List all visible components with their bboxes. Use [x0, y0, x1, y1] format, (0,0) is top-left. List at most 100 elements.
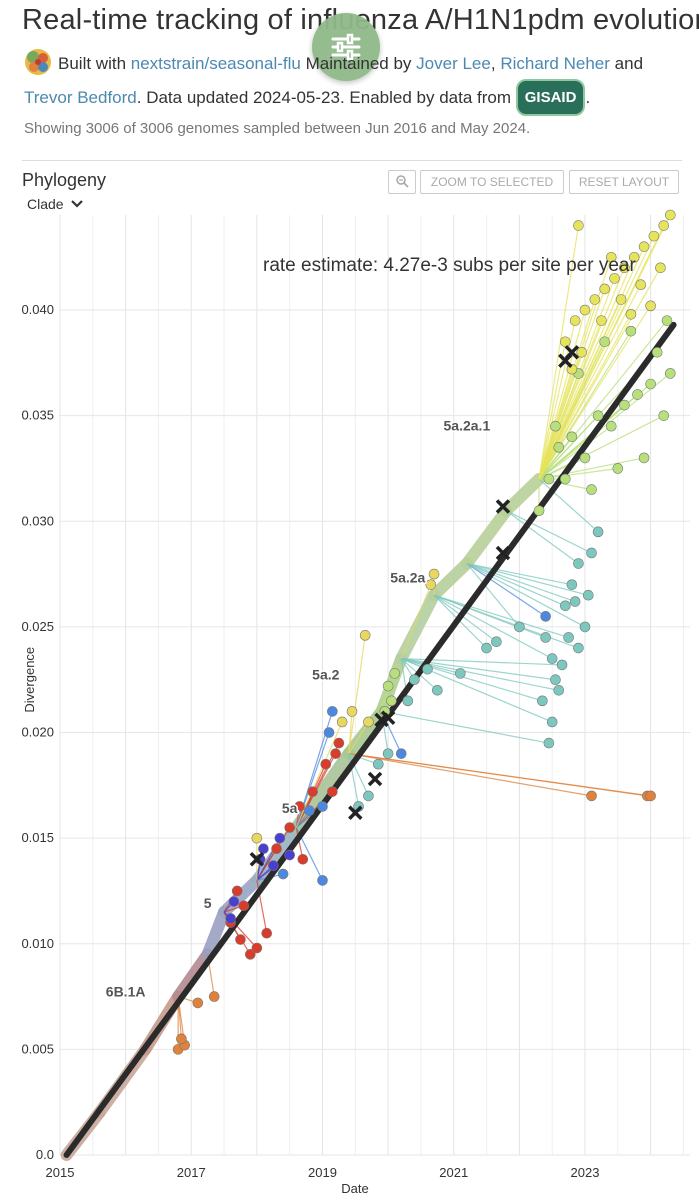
tip-point[interactable] [586, 790, 597, 802]
tip-point[interactable] [599, 283, 610, 295]
author-link-jover-lee[interactable]: Jover Lee [416, 54, 491, 73]
tip-point[interactable] [553, 684, 565, 696]
tip-point[interactable] [586, 547, 597, 559]
tip-point[interactable] [563, 632, 574, 643]
tip-point[interactable] [382, 748, 394, 759]
tip-point[interactable] [330, 748, 341, 759]
tip-point[interactable] [432, 684, 443, 696]
tip-point[interactable] [635, 279, 647, 291]
author-link-trevor-bedford[interactable]: Trevor Bedford [24, 88, 137, 107]
tip-point[interactable] [569, 315, 581, 326]
tip-point[interactable] [553, 442, 565, 453]
tip-point[interactable] [592, 526, 604, 538]
tip-point[interactable] [648, 230, 660, 242]
tip-point[interactable] [481, 642, 492, 654]
tip-point[interactable] [261, 927, 273, 939]
tip-point[interactable] [540, 632, 551, 643]
tip-point[interactable] [363, 716, 374, 728]
tip-point[interactable] [251, 942, 263, 954]
tip-point[interactable] [645, 378, 656, 390]
tip-point[interactable] [297, 853, 309, 865]
tip-point[interactable] [586, 484, 597, 495]
tip-point[interactable] [428, 568, 440, 580]
tip-point[interactable] [208, 991, 220, 1002]
settings-fab[interactable] [312, 13, 380, 81]
tip-point[interactable] [307, 786, 318, 797]
tip-point[interactable] [625, 308, 637, 320]
tip-point[interactable] [514, 621, 525, 633]
tip-point[interactable] [346, 706, 358, 717]
tip-point[interactable] [573, 558, 584, 569]
tip-point[interactable] [579, 621, 591, 633]
tip-point[interactable] [386, 695, 397, 707]
tip-point[interactable] [592, 410, 604, 421]
tip-point[interactable] [176, 1033, 187, 1045]
zoom-to-selected-button[interactable]: ZOOM TO SELECTED [420, 170, 564, 194]
tip-point[interactable] [566, 579, 578, 590]
tip-point[interactable] [605, 420, 617, 432]
tip-point[interactable] [277, 868, 289, 880]
tip-point[interactable] [651, 347, 663, 358]
tip-point[interactable] [192, 997, 204, 1009]
tip-point[interactable] [560, 473, 571, 485]
reset-layout-button[interactable]: RESET LAYOUT [569, 170, 679, 194]
tip-point[interactable] [605, 251, 617, 263]
tip-point[interactable] [537, 695, 548, 707]
tip-point[interactable] [543, 737, 555, 749]
tip-point[interactable] [556, 659, 568, 671]
tip-point[interactable] [619, 399, 630, 411]
tip-point[interactable] [317, 875, 328, 886]
tip-point[interactable] [632, 389, 643, 400]
tip-point[interactable] [665, 209, 676, 221]
tip-point[interactable] [543, 473, 555, 485]
tip-point[interactable] [320, 758, 332, 770]
tip-point[interactable] [389, 668, 400, 679]
tip-point[interactable] [638, 241, 650, 252]
tip-point[interactable] [638, 452, 650, 464]
tip-point[interactable] [596, 315, 607, 326]
tip-point[interactable] [546, 716, 558, 728]
tip-point[interactable] [274, 832, 286, 844]
tip-point[interactable] [546, 653, 558, 664]
tip-point[interactable] [425, 579, 437, 590]
tip-point[interactable] [658, 410, 670, 421]
tip-point[interactable] [317, 801, 328, 812]
tip-point[interactable] [550, 674, 561, 686]
tip-point[interactable] [327, 706, 338, 717]
author-link-richard-neher[interactable]: Richard Neher [500, 54, 610, 73]
tip-point[interactable] [258, 843, 269, 855]
tip-point[interactable] [333, 737, 345, 749]
tip-point[interactable] [612, 463, 624, 474]
tip-point[interactable] [655, 262, 666, 274]
tip-point[interactable] [455, 668, 466, 679]
tip-point[interactable] [589, 294, 601, 305]
tip-point[interactable] [609, 273, 620, 284]
tip-point[interactable] [238, 900, 250, 912]
tip-point[interactable] [323, 727, 335, 738]
tip-point[interactable] [645, 790, 656, 802]
tip-point[interactable] [294, 801, 305, 812]
tip-point[interactable] [336, 716, 348, 728]
tip-point[interactable] [658, 220, 670, 231]
zoom-icon-button[interactable] [388, 170, 416, 194]
tip-point[interactable] [372, 758, 384, 770]
tip-point[interactable] [491, 636, 502, 647]
tip-point[interactable] [665, 368, 676, 379]
tip-point[interactable] [228, 896, 240, 907]
tip-point[interactable] [327, 786, 338, 797]
tip-point[interactable] [284, 822, 295, 833]
tip-point[interactable] [271, 843, 282, 855]
tip-point[interactable] [615, 294, 627, 305]
tip-point[interactable] [566, 431, 578, 443]
tip-point[interactable] [573, 642, 584, 654]
tip-point[interactable] [645, 300, 656, 312]
tip-point[interactable] [628, 251, 640, 263]
tip-point[interactable] [619, 262, 630, 274]
tip-point[interactable] [540, 611, 551, 622]
tip-point[interactable] [533, 505, 545, 517]
gisaid-logo[interactable]: GISAID [515, 79, 586, 116]
tip-point[interactable] [267, 860, 279, 871]
tip-point[interactable] [231, 885, 243, 897]
tip-point[interactable] [363, 790, 374, 802]
tip-point[interactable] [625, 325, 637, 337]
